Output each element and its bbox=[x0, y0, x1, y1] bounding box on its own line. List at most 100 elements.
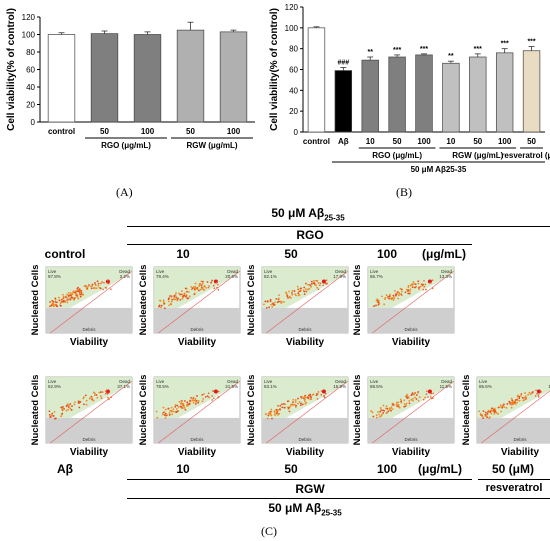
event-dot bbox=[183, 405, 185, 408]
unit-label-top: (μg/mL) bbox=[422, 247, 466, 261]
event-dot bbox=[408, 292, 411, 295]
event-dot bbox=[187, 404, 189, 407]
col-label-10-bottom: 10 bbox=[176, 462, 190, 476]
abeta-label: 50 μM Aβ25-35 bbox=[411, 165, 467, 174]
bar bbox=[334, 70, 353, 133]
event-dot bbox=[407, 289, 410, 292]
event-dot bbox=[201, 280, 204, 283]
event-dot bbox=[74, 401, 76, 404]
event-dot bbox=[271, 305, 274, 308]
x-axis-label: Viability bbox=[178, 447, 217, 458]
event-dot bbox=[395, 403, 398, 406]
event-dot bbox=[291, 293, 294, 296]
significance-mark: ** bbox=[448, 53, 454, 60]
event-dot bbox=[488, 417, 490, 420]
event-dot bbox=[105, 389, 108, 392]
event-dot bbox=[170, 406, 173, 409]
event-dot bbox=[486, 416, 489, 419]
event-dot bbox=[415, 398, 418, 400]
event-dot bbox=[163, 303, 165, 305]
debris-label: Debris bbox=[298, 437, 312, 442]
event-dot bbox=[292, 401, 294, 404]
event-dot bbox=[62, 297, 65, 299]
event-dot bbox=[310, 285, 313, 288]
event-dot bbox=[54, 303, 56, 306]
dead-cluster bbox=[536, 389, 541, 394]
y-axis-label: Nucleated Cells bbox=[138, 375, 149, 446]
event-dot bbox=[188, 403, 190, 405]
dead-percent: 37.1% bbox=[117, 384, 130, 389]
event-dot bbox=[263, 303, 265, 306]
event-dot bbox=[54, 417, 57, 420]
event-dot bbox=[196, 287, 199, 289]
y-tick-label: 20 bbox=[289, 107, 298, 116]
event-dot bbox=[179, 298, 182, 301]
event-dot bbox=[74, 291, 77, 294]
event-dot bbox=[279, 404, 282, 407]
event-dot bbox=[192, 401, 195, 404]
event-dot bbox=[70, 409, 73, 411]
live-percent: 85.6% bbox=[479, 384, 492, 389]
event-dot bbox=[62, 300, 65, 303]
event-dot bbox=[184, 400, 186, 402]
event-dot bbox=[288, 295, 291, 298]
event-dot bbox=[281, 403, 283, 406]
event-dot bbox=[103, 281, 105, 284]
event-dot bbox=[88, 397, 91, 400]
flow-plot: Live 97.8% Dead 2.2% Debris Nucleated Cells Vi… bbox=[24, 263, 140, 348]
event-dot bbox=[303, 293, 306, 296]
event-dot bbox=[397, 401, 400, 404]
event-dot bbox=[424, 396, 427, 399]
debris-label: Debris bbox=[513, 437, 527, 442]
event-dot bbox=[300, 402, 302, 405]
flow-plot: Live 83.1% Dead 16.9% Debris Nucleated Cells V… bbox=[240, 373, 356, 458]
event-dot bbox=[51, 299, 54, 302]
event-dot bbox=[317, 288, 320, 291]
event-dot bbox=[398, 406, 401, 409]
x-axis-label: Viability bbox=[501, 447, 540, 458]
event-dot bbox=[297, 294, 300, 297]
group-label: resveratrol (μM) bbox=[501, 151, 550, 160]
live-label: Live bbox=[264, 269, 273, 274]
event-dot bbox=[307, 288, 309, 291]
event-dot bbox=[204, 285, 206, 288]
event-dot bbox=[85, 286, 88, 289]
event-dot bbox=[283, 406, 286, 409]
event-dot bbox=[427, 396, 429, 398]
event-dot bbox=[71, 405, 73, 407]
event-dot bbox=[162, 411, 165, 414]
event-dot bbox=[274, 414, 277, 416]
bar bbox=[361, 59, 379, 133]
y-tick-label: 0 bbox=[294, 128, 299, 137]
category-label: control bbox=[48, 127, 75, 136]
event-dot bbox=[108, 282, 110, 285]
event-dot bbox=[197, 400, 200, 402]
event-dot bbox=[493, 413, 496, 415]
event-dot bbox=[425, 393, 428, 395]
event-dot bbox=[91, 398, 94, 401]
event-dot bbox=[65, 405, 68, 408]
event-dot bbox=[163, 414, 166, 416]
event-dot bbox=[518, 395, 521, 398]
event-dot bbox=[187, 297, 190, 300]
event-dot bbox=[169, 295, 171, 297]
event-dot bbox=[286, 400, 289, 403]
live-percent: 79.4% bbox=[156, 274, 169, 279]
event-dot bbox=[525, 396, 528, 399]
event-dot bbox=[99, 395, 102, 398]
event-dot bbox=[80, 293, 82, 296]
event-dot bbox=[423, 280, 425, 282]
event-dot bbox=[69, 407, 72, 410]
event-dot bbox=[514, 403, 517, 405]
event-dot bbox=[520, 393, 523, 395]
live-gate bbox=[368, 267, 454, 308]
event-dot bbox=[92, 391, 95, 394]
event-dot bbox=[87, 285, 89, 288]
event-dot bbox=[302, 397, 305, 400]
event-dot bbox=[373, 305, 375, 307]
y-tick-label: 20 bbox=[26, 101, 35, 110]
category-label: 10 bbox=[446, 137, 455, 146]
event-dot bbox=[412, 281, 415, 283]
event-dot bbox=[168, 412, 171, 415]
event-dot bbox=[320, 393, 322, 396]
